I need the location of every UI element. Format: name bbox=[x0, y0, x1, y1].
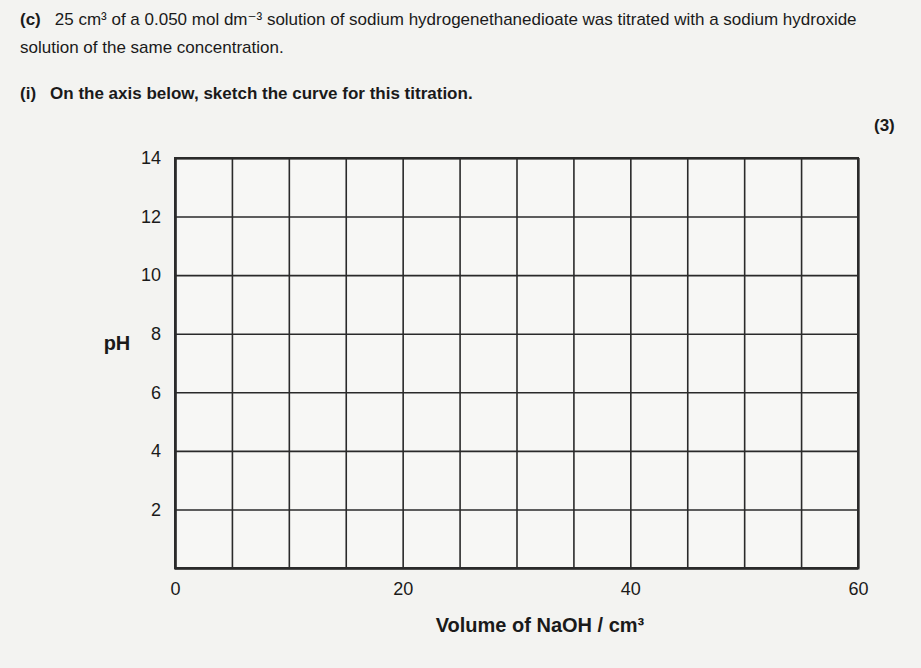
x-tick bbox=[289, 158, 290, 568]
x-tick bbox=[573, 158, 574, 568]
x-tick bbox=[687, 158, 688, 568]
y-grid-line bbox=[175, 451, 858, 453]
plot-background bbox=[175, 158, 858, 568]
y-axis-title: pH bbox=[104, 332, 131, 354]
x-grid-line bbox=[459, 158, 461, 568]
x-grid-line bbox=[289, 158, 291, 568]
y-tick-label: 12 bbox=[141, 207, 161, 227]
x-grid-line bbox=[516, 158, 518, 568]
marks: (3) bbox=[874, 112, 895, 140]
x-grid-line bbox=[402, 158, 404, 568]
y-tick-label: 2 bbox=[151, 500, 161, 520]
x-tick-label: 20 bbox=[393, 579, 413, 599]
y-tick: 10 bbox=[141, 265, 858, 285]
x-tick bbox=[232, 158, 233, 568]
y-grid-line bbox=[175, 333, 858, 335]
y-tick-label: 14 bbox=[141, 148, 161, 168]
x-grid-line bbox=[744, 158, 746, 568]
y-grid-line bbox=[175, 275, 858, 277]
x-tick-label: 60 bbox=[848, 579, 868, 599]
x-grid-line bbox=[573, 158, 575, 568]
plot: 0 20 40 60 2 4 6 8 10 12 14 bbox=[141, 148, 869, 599]
x-tick bbox=[801, 158, 802, 568]
chart: 0 20 40 60 2 4 6 8 10 12 14 pH Volume of NaOH / cm³ bbox=[0, 0, 921, 668]
x-tick bbox=[346, 158, 347, 568]
y-grid-line bbox=[175, 509, 858, 511]
x-axis-line bbox=[176, 158, 859, 569]
y-tick: 4 bbox=[151, 441, 858, 461]
x-axis-title: Volume of NaOH / cm³ bbox=[436, 614, 645, 636]
x-grid-line bbox=[345, 158, 347, 568]
y-axis-line bbox=[176, 159, 859, 569]
question-text: (c)25 cm³ of a 0.050 mol dm⁻³ solution o… bbox=[20, 6, 880, 62]
y-tick: 12 bbox=[141, 207, 858, 227]
x-tick-label: 40 bbox=[621, 579, 641, 599]
x-grid-line bbox=[630, 158, 632, 568]
x-grid-line bbox=[801, 158, 803, 568]
y-tick: 6 bbox=[151, 383, 858, 403]
x-grid-line bbox=[687, 158, 689, 568]
x-tick bbox=[460, 158, 461, 568]
instruction-line: (i) On the axis below, sketch the curve f… bbox=[20, 80, 473, 108]
x-tick bbox=[744, 158, 745, 568]
x-tick: 40 bbox=[621, 158, 641, 599]
y-tick-label: 6 bbox=[151, 383, 161, 403]
subpart-label: (i) bbox=[20, 84, 36, 103]
y-tick-label: 4 bbox=[151, 441, 161, 461]
question-body: 25 cm³ of a 0.050 mol dm⁻³ solution of s… bbox=[20, 10, 857, 57]
x-tick: 20 bbox=[393, 158, 413, 599]
part-label: (c) bbox=[20, 10, 41, 29]
y-grid-line bbox=[175, 216, 858, 218]
instruction: On the axis below, sketch the curve for … bbox=[50, 84, 473, 103]
y-tick-label: 8 bbox=[151, 324, 161, 344]
y-axis: 2 4 6 8 10 12 14 bbox=[141, 148, 858, 568]
x-grid-line bbox=[232, 158, 234, 568]
y-grid-line bbox=[175, 392, 858, 394]
x-tick bbox=[517, 158, 518, 568]
plot-frame bbox=[175, 158, 858, 568]
x-axis: 0 20 40 60 bbox=[170, 158, 868, 599]
x-tick-label: 0 bbox=[170, 579, 180, 599]
y-tick: 8 bbox=[151, 324, 858, 344]
y-tick-label: 10 bbox=[141, 265, 161, 285]
y-tick: 2 bbox=[151, 500, 858, 520]
